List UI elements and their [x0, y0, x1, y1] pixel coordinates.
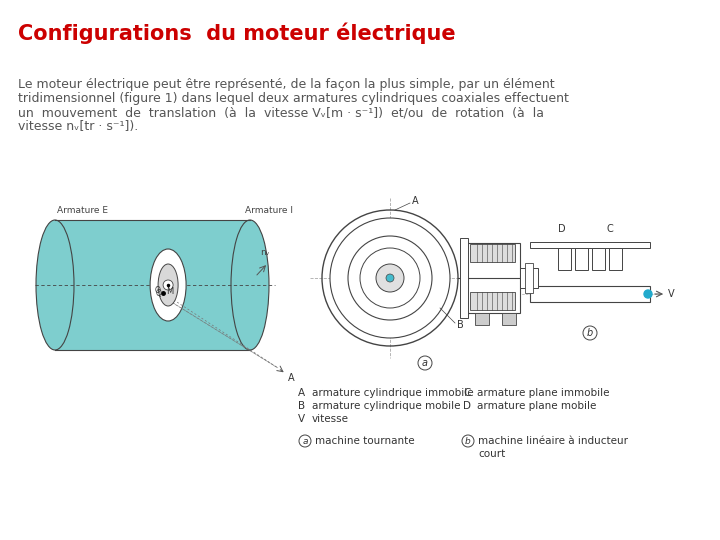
Text: b: b [465, 436, 471, 446]
Bar [592, 248, 605, 270]
Bar [470, 292, 515, 310]
Text: Armature I: Armature I [245, 206, 293, 215]
Text: armature plane mobile: armature plane mobile [477, 401, 596, 411]
Text: A: A [288, 373, 294, 383]
Text: tridimensionnel (figure 1) dans lequel deux armatures cylindriques coaxiales eff: tridimensionnel (figure 1) dans lequel d… [18, 92, 569, 105]
Circle shape [163, 280, 173, 290]
Bar [470, 244, 515, 262]
Text: Le moteur électrique peut être représenté, de la façon la plus simple, par un él: Le moteur électrique peut être représent… [18, 78, 554, 91]
Text: Configurations  du moteur électrique: Configurations du moteur électrique [18, 22, 456, 44]
Bar [465, 243, 520, 313]
Text: machine linéaire à inducteur: machine linéaire à inducteur [478, 436, 628, 446]
Text: V: V [298, 414, 305, 424]
Text: nᵥ: nᵥ [260, 248, 269, 257]
Text: vitesse nᵥ[tr · s⁻¹]).: vitesse nᵥ[tr · s⁻¹]). [18, 120, 138, 133]
Text: armature cylindrique immobile: armature cylindrique immobile [312, 388, 474, 398]
Ellipse shape [150, 249, 186, 321]
Text: M: M [166, 287, 174, 296]
Text: Q: Q [156, 289, 162, 298]
Bar [609, 248, 622, 270]
Ellipse shape [158, 264, 178, 306]
Text: B: B [457, 320, 464, 330]
Bar [502, 313, 516, 325]
Bar [520, 268, 538, 288]
Text: D: D [558, 224, 566, 234]
Text: O: O [154, 286, 160, 295]
Text: A: A [298, 388, 305, 398]
Text: machine tournante: machine tournante [315, 436, 415, 446]
Text: B: B [298, 401, 305, 411]
Bar [530, 286, 650, 302]
Bar [460, 238, 468, 318]
Text: C: C [607, 224, 613, 234]
Text: C: C [463, 388, 470, 398]
Text: D: D [463, 401, 471, 411]
Text: A: A [412, 196, 418, 206]
Text: vitesse: vitesse [312, 414, 349, 424]
Bar [475, 313, 489, 325]
Ellipse shape [36, 220, 74, 350]
Text: V: V [668, 289, 675, 299]
Circle shape [360, 248, 420, 308]
Bar [558, 248, 571, 270]
Ellipse shape [231, 220, 269, 350]
Circle shape [386, 274, 394, 282]
Text: armature plane immobile: armature plane immobile [477, 388, 610, 398]
Text: a: a [302, 436, 307, 446]
Text: a: a [422, 358, 428, 368]
Bar [575, 248, 588, 270]
Bar [525, 263, 533, 293]
Text: Armature E: Armature E [57, 206, 108, 215]
Circle shape [376, 264, 404, 292]
Bar [530, 242, 650, 248]
Bar [55, 220, 250, 350]
Text: armature cylindrique mobile: armature cylindrique mobile [312, 401, 461, 411]
Text: un  mouvement  de  translation  (à  la  vitesse Vᵥ[m · s⁻¹])  et/ou  de  rotatio: un mouvement de translation (à la vitess… [18, 106, 544, 119]
Circle shape [330, 218, 450, 338]
Text: court: court [478, 449, 505, 459]
Text: b: b [587, 328, 593, 338]
Circle shape [644, 290, 652, 298]
